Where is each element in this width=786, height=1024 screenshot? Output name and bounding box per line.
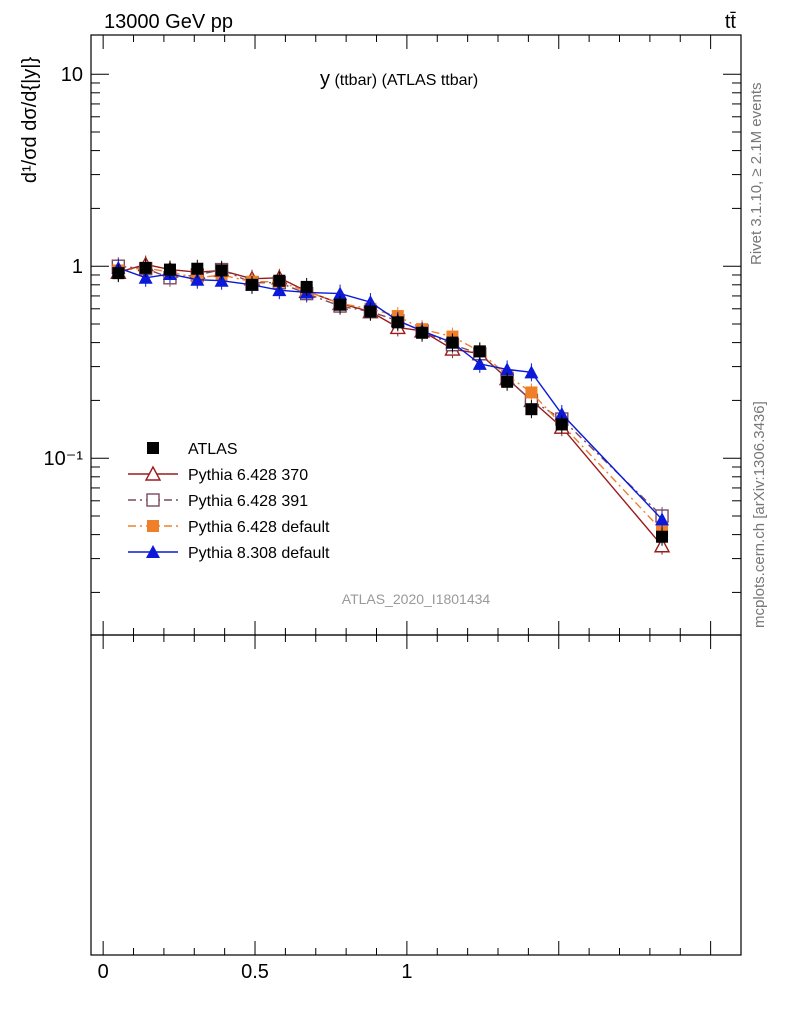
data-point bbox=[500, 362, 515, 376]
data-point bbox=[333, 286, 348, 300]
mcplots-label: mcplots.cern.ch [arXiv:1306.3436] bbox=[751, 401, 768, 628]
axes-layer: 10 1 10⁻¹ 0 0.5 1 bbox=[44, 35, 742, 983]
series-2 bbox=[111, 257, 669, 525]
data-point bbox=[363, 295, 378, 309]
data-point bbox=[555, 418, 568, 431]
data-point bbox=[215, 264, 228, 277]
process-label: tt̄ bbox=[725, 11, 737, 33]
ratio-plot-frame bbox=[90, 634, 742, 956]
data-point bbox=[334, 298, 347, 311]
x-tick-label: 0 bbox=[98, 961, 109, 983]
legend-marker bbox=[146, 545, 160, 558]
data-point bbox=[190, 272, 205, 286]
data-point bbox=[391, 316, 404, 329]
data-point bbox=[473, 345, 486, 358]
legend-entry: Pythia 8.308 default bbox=[128, 545, 330, 562]
legend-entry: ATLAS bbox=[147, 441, 238, 458]
legend-label: Pythia 6.428 370 bbox=[188, 467, 308, 484]
data-point bbox=[112, 267, 125, 280]
chart-title-main: y bbox=[320, 68, 330, 90]
legend-marker bbox=[147, 442, 159, 454]
legend-entry: Pythia 6.428 default bbox=[128, 519, 330, 536]
legend-marker bbox=[144, 465, 162, 481]
series-line bbox=[118, 267, 663, 520]
legend-label: Pythia 6.428 391 bbox=[188, 493, 308, 510]
data-point bbox=[138, 270, 153, 284]
y-tick-label: 10 bbox=[61, 64, 83, 86]
chart-title-sub: (ttbar) (ATLAS ttbar) bbox=[334, 72, 478, 89]
data-point bbox=[655, 512, 670, 526]
series-0 bbox=[112, 258, 669, 546]
data-point bbox=[300, 280, 313, 293]
y-tick-label: 1 bbox=[72, 256, 83, 278]
legend: ATLAS Pythia 6.428 370 Pythia 6.428 391 Pyt… bbox=[128, 441, 330, 562]
data-point bbox=[525, 403, 538, 416]
rivet-label: Rivet 3.1.10, ≥ 2.1M events bbox=[748, 83, 765, 266]
analysis-id: ATLAS_2020_I1801434 bbox=[342, 591, 491, 607]
series-line bbox=[118, 267, 663, 531]
legend-marker bbox=[147, 520, 159, 532]
data-point bbox=[472, 356, 487, 370]
legend-label: Pythia 8.308 default bbox=[188, 545, 330, 562]
legend-label: Pythia 6.428 default bbox=[188, 519, 330, 536]
data-point bbox=[416, 326, 429, 339]
x-tick-label: 0.5 bbox=[241, 961, 269, 983]
data-point bbox=[524, 365, 539, 379]
data-point bbox=[525, 386, 538, 399]
series-4 bbox=[111, 258, 670, 529]
data-point bbox=[273, 274, 286, 287]
data-point bbox=[446, 336, 459, 349]
legend-marker bbox=[146, 493, 160, 507]
legend-entry: Pythia 6.428 391 bbox=[128, 493, 308, 510]
data-point bbox=[214, 273, 229, 287]
data-point bbox=[191, 262, 204, 275]
energy-label: 13000 GeV pp bbox=[104, 11, 233, 33]
y-tick-label: 10⁻¹ bbox=[44, 448, 84, 470]
data-point bbox=[139, 261, 152, 274]
data-point bbox=[501, 375, 514, 388]
chart-title: y (ttbar) (ATLAS ttbar) bbox=[320, 68, 478, 90]
svg-text:d¹/σd dσ/d{|y|}: d¹/σd dσ/d{|y|} bbox=[19, 57, 41, 184]
data-point bbox=[554, 406, 569, 420]
data-point bbox=[656, 530, 669, 543]
data-point bbox=[163, 263, 176, 276]
data-point bbox=[245, 278, 258, 291]
legend-label: ATLAS bbox=[188, 441, 238, 458]
y-axis-label: d¹/σd dσ/d{|y|} bbox=[19, 57, 41, 184]
data-point bbox=[364, 305, 377, 318]
series-layer bbox=[110, 255, 671, 555]
x-tick-label: 1 bbox=[401, 961, 412, 983]
legend-entry: Pythia 6.428 370 bbox=[128, 465, 308, 484]
